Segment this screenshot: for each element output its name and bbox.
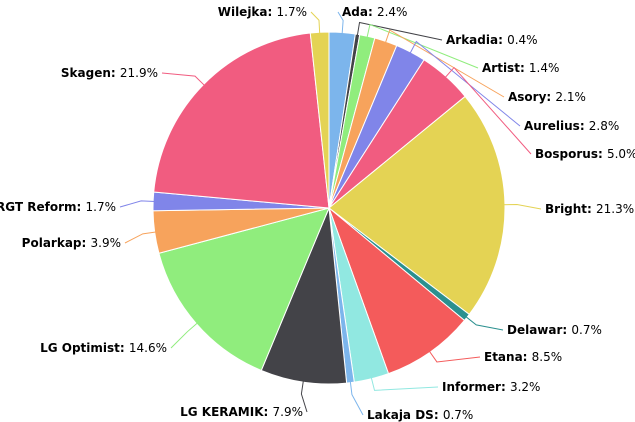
data-label: Bosporus5.0% bbox=[535, 147, 635, 161]
slice-name: Bosporus bbox=[535, 147, 607, 161]
connector bbox=[370, 376, 439, 391]
data-label: Asory2.1% bbox=[508, 90, 586, 104]
connector bbox=[170, 322, 199, 349]
connector bbox=[300, 380, 308, 413]
data-label: LG Optimist14.6% bbox=[40, 341, 167, 355]
slice-value: 8.5% bbox=[531, 350, 563, 364]
connector bbox=[444, 66, 532, 155]
slice-value: 3.2% bbox=[509, 380, 541, 394]
connector bbox=[310, 11, 321, 35]
data-label: LG KERAMIK7.9% bbox=[180, 405, 303, 419]
slice-name: Etana bbox=[484, 350, 532, 364]
slice-name: Bright bbox=[545, 202, 596, 216]
data-label: Skagen21.9% bbox=[61, 66, 158, 80]
slice-value: 14.6% bbox=[128, 341, 167, 355]
data-label: Lakaja DS0.7% bbox=[367, 408, 473, 422]
connector bbox=[428, 350, 481, 363]
data-label: Bright21.3% bbox=[545, 202, 634, 216]
slice-name: Skagen bbox=[61, 66, 120, 80]
slice-value: 0.7% bbox=[571, 323, 602, 337]
slice-name: Lakaja DS bbox=[367, 408, 443, 422]
slice-name: LG KERAMIK bbox=[180, 405, 272, 419]
slice-name: Ada bbox=[342, 5, 377, 19]
slice-value: 21.3% bbox=[596, 202, 635, 216]
slice-name: Aurelius bbox=[524, 119, 589, 133]
slice-name: RGT Reform bbox=[0, 200, 86, 214]
slice-value: 2.1% bbox=[555, 90, 586, 104]
connector bbox=[349, 380, 364, 416]
connector bbox=[356, 21, 443, 41]
slice-value: 1.7% bbox=[276, 5, 308, 19]
connector bbox=[161, 72, 206, 87]
slice-name: Informer bbox=[442, 380, 510, 394]
connector bbox=[337, 11, 344, 35]
connector bbox=[384, 29, 505, 98]
slice-name: Artist bbox=[482, 61, 529, 75]
slice-value: 2.8% bbox=[588, 119, 620, 133]
slice-name: Wilejka bbox=[218, 5, 277, 19]
data-label: Polarkap3.9% bbox=[22, 236, 121, 250]
data-label: Artist1.4% bbox=[482, 61, 559, 75]
connector bbox=[366, 23, 479, 69]
data-label: Aurelius2.8% bbox=[524, 119, 619, 133]
slice-value: 7.9% bbox=[272, 405, 304, 419]
slice-value: 2.4% bbox=[376, 5, 408, 19]
slice-name: Arkadia bbox=[446, 33, 507, 47]
slice-value: 21.9% bbox=[119, 66, 158, 80]
data-label: RGT Reform1.7% bbox=[0, 200, 116, 214]
slice-value: 5.0% bbox=[606, 147, 635, 161]
slice-value: 1.4% bbox=[528, 61, 560, 75]
slice-value: 3.9% bbox=[90, 236, 122, 250]
connector bbox=[464, 315, 504, 331]
data-label: Arkadia0.4% bbox=[446, 33, 538, 47]
connector bbox=[409, 40, 521, 127]
connector bbox=[124, 231, 157, 244]
slice-value: 1.7% bbox=[85, 200, 117, 214]
data-label: Etana8.5% bbox=[484, 350, 562, 364]
connector bbox=[502, 203, 542, 210]
slice-name: Delawar bbox=[507, 323, 571, 337]
connector bbox=[119, 200, 156, 208]
slice-name: Asory bbox=[508, 90, 555, 104]
data-label: Informer3.2% bbox=[442, 380, 540, 394]
slice-value: 0.4% bbox=[507, 33, 538, 47]
pie-slice bbox=[153, 32, 330, 209]
slice-value: 0.7% bbox=[442, 408, 474, 422]
slice-name: LG Optimist bbox=[40, 341, 129, 355]
data-label: Wilejka1.7% bbox=[218, 5, 307, 19]
slice-name: Polarkap bbox=[22, 236, 91, 250]
data-label: Ada2.4% bbox=[342, 5, 407, 19]
data-label: Delawar0.7% bbox=[507, 323, 602, 337]
